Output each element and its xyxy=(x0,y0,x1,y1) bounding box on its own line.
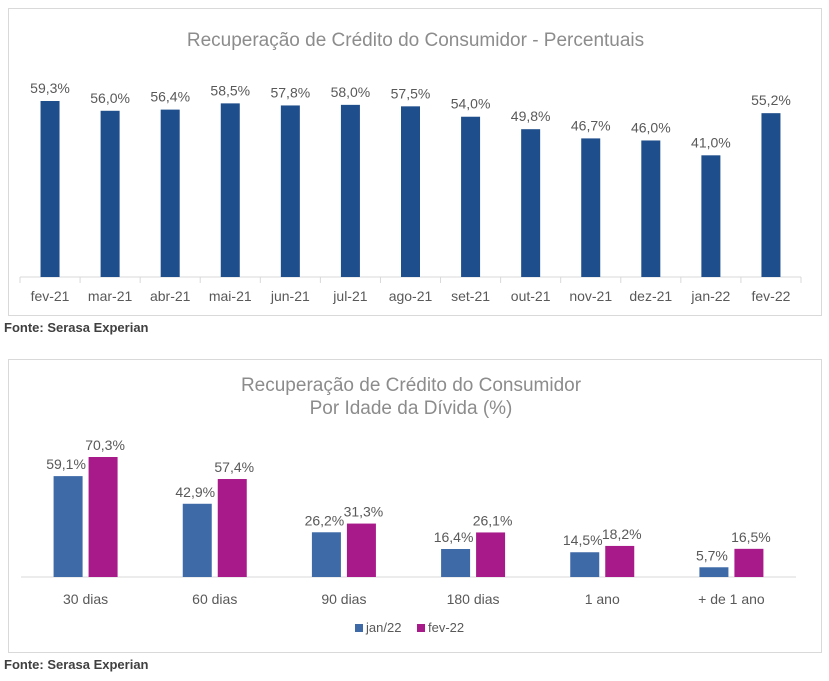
data-label: 46,7% xyxy=(571,117,611,133)
bar-mai-21 xyxy=(220,103,240,278)
data-label: 58,5% xyxy=(210,82,250,98)
bar-fev-22-180 dias xyxy=(476,532,506,577)
bar-jul-21 xyxy=(340,104,360,278)
bar-fev-22-+ de 1 ano xyxy=(734,548,764,577)
data-label: 57,5% xyxy=(391,85,431,101)
x-tick-label: ago-21 xyxy=(389,288,433,304)
data-label: 57,4% xyxy=(214,459,254,475)
bar-nov-21 xyxy=(581,138,601,277)
source-note: Fonte: Serasa Experian xyxy=(4,320,149,335)
data-label: 16,5% xyxy=(731,529,771,545)
chart-title-line-2: Por Idade da Dívida (%) xyxy=(310,398,513,419)
bar-jan/22-90 dias xyxy=(311,532,341,577)
bar-out-21 xyxy=(521,129,541,277)
bar-fev-21 xyxy=(40,101,60,277)
data-label: 14,5% xyxy=(563,532,603,548)
x-tick-label: mai-21 xyxy=(209,288,252,304)
data-label: 5,7% xyxy=(696,547,728,563)
x-tick-label: set-21 xyxy=(451,288,490,304)
bar-fev-22-30 dias xyxy=(88,457,118,577)
chart-panel-age xyxy=(8,359,822,653)
x-tick-label: abr-21 xyxy=(150,288,191,304)
data-label: 26,1% xyxy=(473,512,513,528)
x-tick-label: 90 dias xyxy=(321,591,366,607)
data-label: 59,3% xyxy=(30,80,70,96)
x-tick-label: mar-21 xyxy=(88,288,133,304)
bar-jan/22-+ de 1 ano xyxy=(699,567,729,577)
legend-swatch-fev-22 xyxy=(417,624,425,632)
bar-fev-22-1 ano xyxy=(605,545,635,577)
bar-fev-22-90 dias xyxy=(346,523,376,577)
data-label: 49,8% xyxy=(511,108,551,124)
data-label: 59,1% xyxy=(46,456,86,472)
x-tick-label: + de 1 ano xyxy=(698,591,765,607)
bar-jan/22-30 dias xyxy=(53,476,83,577)
chart-title: Recuperação de Crédito do Consumidor - P… xyxy=(187,30,644,51)
bar-jun-21 xyxy=(280,105,300,278)
x-tick-label: jul-21 xyxy=(332,288,367,304)
bar-abr-21 xyxy=(160,109,180,277)
chart-title-line-1: Recuperação de Crédito do Consumidor xyxy=(241,375,582,396)
bar-jan/22-60 dias xyxy=(182,503,212,577)
legend-label: fev-22 xyxy=(428,620,464,635)
x-tick-label: jan-22 xyxy=(690,288,730,304)
x-tick-label: 30 dias xyxy=(63,591,108,607)
data-label: 16,4% xyxy=(434,529,474,545)
bar-jan/22-180 dias xyxy=(441,549,471,577)
data-label: 46,0% xyxy=(631,119,671,135)
x-tick-label: 1 ano xyxy=(585,591,620,607)
data-label: 26,2% xyxy=(305,512,345,528)
legend-swatch-jan/22 xyxy=(355,624,363,632)
data-label: 55,2% xyxy=(751,92,791,108)
x-tick-label: fev-21 xyxy=(31,288,70,304)
legend-label: jan/22 xyxy=(365,620,401,635)
bar-fev-22-60 dias xyxy=(217,479,247,577)
data-label: 54,0% xyxy=(451,96,491,112)
data-label: 56,4% xyxy=(150,89,190,105)
data-label: 56,0% xyxy=(90,90,130,106)
bar-ago-21 xyxy=(401,106,420,278)
bar-jan/22-1 ano xyxy=(570,552,600,577)
x-tick-label: 60 dias xyxy=(192,591,237,607)
x-tick-label: jun-21 xyxy=(270,288,310,304)
x-tick-label: nov-21 xyxy=(569,288,612,304)
bar-mar-21 xyxy=(100,110,120,277)
data-label: 70,3% xyxy=(85,437,125,453)
data-label: 41,0% xyxy=(691,134,731,150)
x-tick-label: out-21 xyxy=(511,288,551,304)
x-tick-label: 180 dias xyxy=(447,591,500,607)
x-tick-label: dez-21 xyxy=(629,288,672,304)
data-label: 18,2% xyxy=(602,526,642,542)
data-label: 31,3% xyxy=(344,504,384,520)
x-tick-label: fev-22 xyxy=(752,288,791,304)
bar-jan-22 xyxy=(701,155,721,277)
data-label: 58,0% xyxy=(331,84,371,100)
data-label: 42,9% xyxy=(175,484,215,500)
data-label: 57,8% xyxy=(270,84,310,100)
bar-fev-22 xyxy=(761,113,781,277)
source-note: Fonte: Serasa Experian xyxy=(4,657,149,672)
bar-set-21 xyxy=(461,116,481,277)
bar-dez-21 xyxy=(641,140,661,277)
